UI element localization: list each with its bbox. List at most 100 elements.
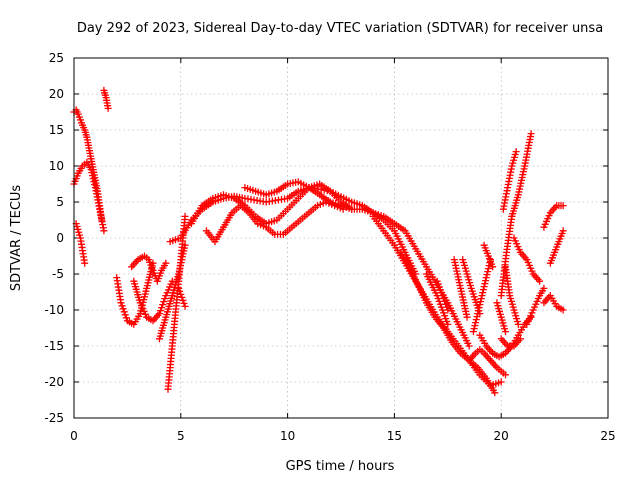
series-arc-33 [540, 202, 567, 231]
data-point-marker [472, 319, 480, 327]
data-point-marker [181, 212, 189, 220]
y-tick-label: 0 [56, 231, 64, 245]
series-arc-7 [130, 277, 176, 325]
x-tick-label: 20 [494, 429, 509, 443]
x-tick-label: 25 [600, 429, 615, 443]
data-point-marker [536, 277, 544, 285]
data-point-marker [157, 307, 165, 315]
data-point-marker [469, 328, 477, 336]
data-point-marker [470, 351, 478, 359]
x-axis-label: GPS time / hours [286, 459, 395, 474]
series-arc-29 [499, 148, 520, 213]
plot-frame [73, 57, 609, 419]
data-point-marker [479, 286, 487, 294]
x-tick-label: 5 [177, 429, 185, 443]
data-point-marker [444, 320, 452, 328]
data-point-marker [120, 308, 128, 316]
data-point-marker [484, 265, 492, 273]
data-point-marker [181, 302, 189, 310]
data-point-marker [540, 284, 548, 292]
series-arc-32 [523, 284, 548, 328]
data-point-marker [159, 301, 167, 309]
tick-labels: 0 5 10 15 20 25 25 20 15 10 5 0 -5 -10 -15 -20 -25 [44, 51, 615, 443]
data-point-marker [104, 104, 112, 112]
data-point-marker [463, 313, 471, 321]
data-point-marker [482, 351, 490, 359]
series-arc-3 [72, 220, 89, 267]
y-tick-label: 10 [49, 159, 64, 173]
data-point-marker [121, 311, 129, 319]
data-point-marker [479, 289, 487, 297]
data-point-marker [162, 259, 170, 267]
data-point-marker [151, 315, 159, 323]
data-point-marker [444, 306, 452, 314]
data-point-marker [179, 296, 187, 304]
data-point-marker [480, 283, 488, 291]
data-point-marker [484, 268, 492, 276]
x-tick-label: 15 [387, 429, 402, 443]
y-tick-label: -15 [44, 339, 64, 353]
data-point-marker [155, 310, 163, 318]
y-tick-label: 20 [49, 87, 64, 101]
data-point-marker [490, 360, 498, 368]
data-point-marker [178, 293, 186, 301]
series-arc-4 [100, 86, 112, 112]
data-marks [70, 86, 567, 397]
data-point-marker [501, 371, 509, 379]
data-point-marker [117, 299, 125, 307]
data-point-marker [483, 271, 491, 279]
data-point-marker [482, 277, 490, 285]
series-arc-28 [497, 212, 516, 300]
y-tick-label: -20 [44, 375, 64, 389]
series-arc-12 [187, 180, 356, 228]
y-tick-label: 15 [49, 123, 64, 137]
data-point-marker [482, 274, 490, 282]
series-arc-6 [128, 252, 170, 285]
y-axis-label: SDTVAR / TECUs [9, 185, 24, 292]
data-point-marker [470, 325, 478, 333]
series-arc-25 [493, 299, 509, 336]
data-point-marker [118, 302, 126, 310]
series-arc-2 [70, 158, 108, 235]
data-point-marker [474, 310, 482, 318]
y-tick-label: 5 [56, 195, 64, 209]
series-arc-27 [501, 263, 522, 328]
series-arc-22 [469, 256, 495, 336]
data-point-marker [129, 261, 137, 269]
data-point-marker [472, 316, 480, 324]
series-arc-17 [422, 270, 452, 328]
data-point-marker [481, 280, 489, 288]
y-tick-label: -5 [52, 267, 64, 281]
data-point-marker [176, 287, 184, 295]
y-tick-label: -25 [44, 411, 64, 425]
series-arc-16 [397, 248, 499, 397]
data-point-marker [514, 320, 522, 328]
data-point-marker [87, 166, 95, 174]
data-point-marker [168, 277, 176, 285]
series-arc-31 [510, 234, 544, 285]
data-point-marker [501, 328, 509, 336]
series-arc-14 [241, 178, 473, 350]
data-point-marker [175, 284, 183, 292]
data-point-marker [476, 301, 484, 309]
data-point-marker [160, 298, 168, 306]
data-point-marker [89, 172, 97, 180]
data-point-marker [542, 297, 550, 305]
data-point-marker [177, 290, 185, 298]
data-point-marker [473, 313, 481, 321]
data-point-marker [477, 295, 485, 303]
data-point-marker [559, 306, 567, 314]
data-point-marker [100, 227, 108, 235]
data-point-marker [478, 292, 486, 300]
data-point-marker [180, 299, 188, 307]
series-arc-30 [508, 130, 535, 220]
series-arc-35 [540, 292, 567, 314]
y-tick-label: -10 [44, 303, 64, 317]
data-point-marker [540, 299, 548, 307]
data-point-marker [88, 169, 96, 177]
series-arc-19 [450, 256, 471, 321]
series-arc-34 [546, 227, 567, 267]
chart-title: Day 292 of 2023, Sidereal Day-to-day VTE… [77, 21, 603, 36]
x-tick-label: 0 [70, 429, 78, 443]
